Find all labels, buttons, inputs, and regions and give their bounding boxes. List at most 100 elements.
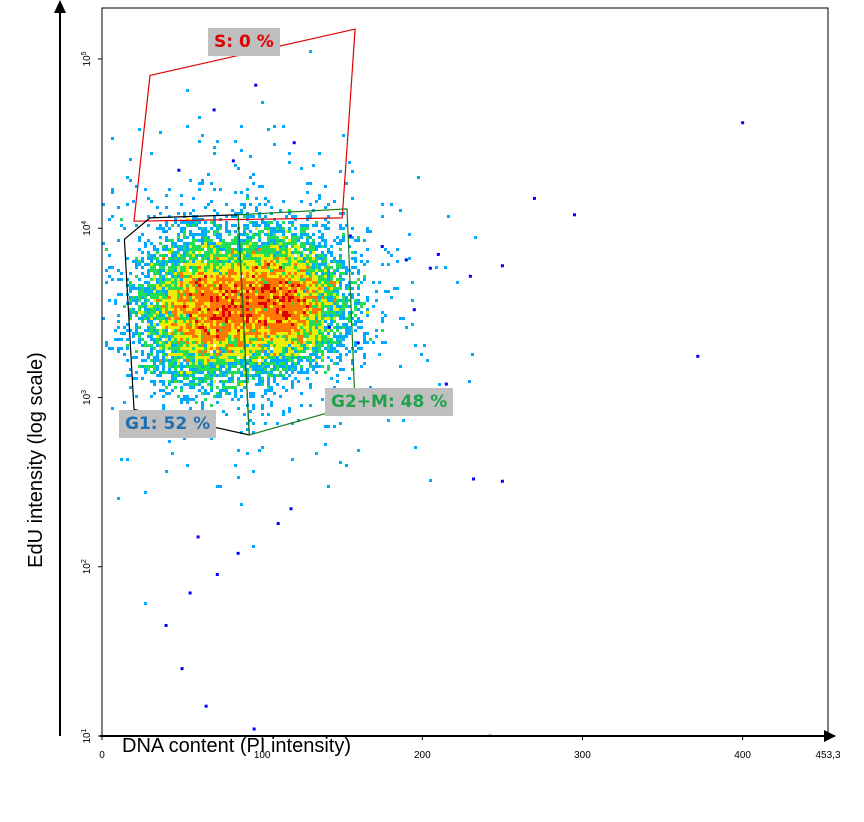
event-dot <box>291 311 294 314</box>
event-dot <box>294 326 297 329</box>
event-dot <box>255 287 258 290</box>
event-dot <box>189 359 192 362</box>
event-dot <box>219 335 222 338</box>
event-dot <box>252 269 255 272</box>
event-dot <box>267 224 270 227</box>
event-dot <box>201 179 204 182</box>
event-dot <box>168 371 171 374</box>
event-dot <box>276 299 279 302</box>
event-dot <box>324 296 327 299</box>
event-dot <box>279 269 282 272</box>
event-dot <box>204 398 207 401</box>
event-dot <box>303 317 306 320</box>
event-dot <box>141 266 144 269</box>
event-dot <box>150 395 153 398</box>
event-dot <box>198 341 201 344</box>
event-dot <box>165 287 168 290</box>
event-dot <box>348 236 351 239</box>
gate-s <box>133 28 356 222</box>
event-dot <box>222 293 225 296</box>
event-dot <box>330 266 333 269</box>
event-dot <box>306 215 309 218</box>
event-dot <box>201 230 204 233</box>
event-dot <box>162 284 165 287</box>
event-dot <box>210 437 213 440</box>
event-dot <box>282 263 285 266</box>
event-dot <box>198 296 201 299</box>
event-dot <box>165 239 168 242</box>
event-dot <box>348 245 351 248</box>
event-dot <box>216 374 219 377</box>
event-dot <box>138 365 141 368</box>
event-dot <box>270 278 273 281</box>
event-dot <box>243 314 246 317</box>
event-dot <box>186 362 189 365</box>
event-dot <box>249 326 252 329</box>
event-dot <box>213 242 216 245</box>
event-dot <box>324 338 327 341</box>
event-dot <box>336 287 339 290</box>
event-dot <box>165 206 168 209</box>
event-dot <box>276 257 279 260</box>
event-dot <box>198 320 201 323</box>
event-dot <box>234 275 237 278</box>
event-dot <box>309 266 312 269</box>
event-dot <box>288 221 291 224</box>
event-dot <box>180 667 184 671</box>
event-dot <box>207 356 210 359</box>
event-dot <box>312 224 315 227</box>
event-dot <box>204 338 207 341</box>
event-dot <box>366 230 369 233</box>
event-dot <box>339 284 342 287</box>
event-dot <box>255 350 258 353</box>
event-dot <box>156 353 159 356</box>
event-dot <box>246 251 249 254</box>
event-dot <box>312 341 315 344</box>
event-dot <box>339 368 342 371</box>
event-dot <box>195 284 198 287</box>
event-dot <box>258 185 261 188</box>
event-dot <box>213 224 216 227</box>
event-dot <box>270 296 273 299</box>
event-dot <box>147 254 150 257</box>
event-dot <box>183 341 186 344</box>
event-dot <box>132 308 135 311</box>
event-dot <box>168 368 171 371</box>
event-dot <box>111 215 114 218</box>
event-dot <box>180 245 183 248</box>
event-dot <box>129 329 132 332</box>
event-dot <box>180 323 183 326</box>
event-dot <box>294 308 297 311</box>
event-dot <box>183 299 186 302</box>
event-dot <box>288 335 291 338</box>
event-dot <box>234 371 237 374</box>
event-dot <box>195 278 198 281</box>
event-dot <box>261 347 264 350</box>
event-dot <box>177 299 180 302</box>
event-dot <box>252 431 255 434</box>
event-dot <box>189 233 192 236</box>
event-dot <box>330 308 333 311</box>
event-dot <box>312 329 315 332</box>
event-dot <box>228 296 231 299</box>
event-dot <box>153 308 156 311</box>
event-dot <box>252 545 255 548</box>
event-dot <box>198 353 201 356</box>
event-dot <box>234 347 237 350</box>
event-dot <box>180 362 183 365</box>
event-dot <box>204 227 207 230</box>
event-dot <box>267 308 270 311</box>
event-dot <box>279 332 282 335</box>
event-dot <box>270 257 273 260</box>
event-dot <box>204 236 207 239</box>
event-dot <box>327 311 330 314</box>
x-tick-label: 200 <box>414 750 431 761</box>
event-dot <box>252 374 255 377</box>
event-dot <box>174 332 177 335</box>
event-dot <box>225 350 228 353</box>
event-dot <box>225 278 228 281</box>
event-dot <box>192 368 195 371</box>
event-dot <box>258 356 261 359</box>
event-dot <box>267 272 270 275</box>
event-dot <box>303 335 306 338</box>
